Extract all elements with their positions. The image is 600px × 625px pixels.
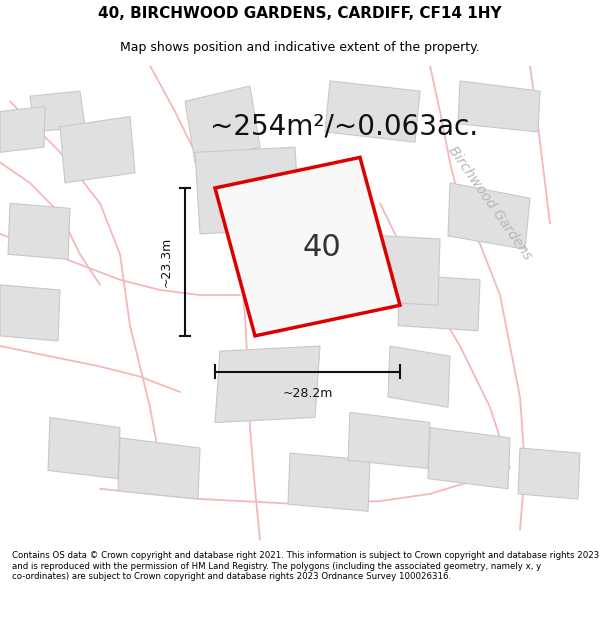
- Polygon shape: [48, 418, 120, 479]
- Polygon shape: [60, 117, 135, 183]
- Text: Map shows position and indicative extent of the property.: Map shows position and indicative extent…: [120, 41, 480, 54]
- Polygon shape: [348, 412, 430, 468]
- Polygon shape: [30, 91, 85, 132]
- Polygon shape: [185, 86, 260, 162]
- Polygon shape: [448, 183, 530, 249]
- Polygon shape: [8, 203, 70, 259]
- Text: 40, BIRCHWOOD GARDENS, CARDIFF, CF14 1HY: 40, BIRCHWOOD GARDENS, CARDIFF, CF14 1HY: [98, 6, 502, 21]
- Polygon shape: [388, 346, 450, 408]
- Polygon shape: [398, 274, 480, 331]
- Text: ~28.2m: ~28.2m: [283, 387, 332, 400]
- Polygon shape: [0, 106, 45, 152]
- Polygon shape: [215, 158, 400, 336]
- Text: Birchwood Gardens: Birchwood Gardens: [445, 144, 535, 262]
- Polygon shape: [195, 148, 300, 234]
- Polygon shape: [288, 453, 370, 511]
- Polygon shape: [325, 81, 420, 142]
- Polygon shape: [458, 81, 540, 132]
- Polygon shape: [215, 346, 320, 423]
- Text: 40: 40: [302, 232, 341, 262]
- Polygon shape: [518, 448, 580, 499]
- Polygon shape: [118, 438, 200, 499]
- Text: ~254m²/~0.063ac.: ~254m²/~0.063ac.: [210, 112, 478, 141]
- Polygon shape: [0, 285, 60, 341]
- Text: ~23.3m: ~23.3m: [160, 237, 173, 287]
- Polygon shape: [348, 234, 440, 305]
- Text: Contains OS data © Crown copyright and database right 2021. This information is : Contains OS data © Crown copyright and d…: [12, 551, 599, 581]
- Polygon shape: [428, 428, 510, 489]
